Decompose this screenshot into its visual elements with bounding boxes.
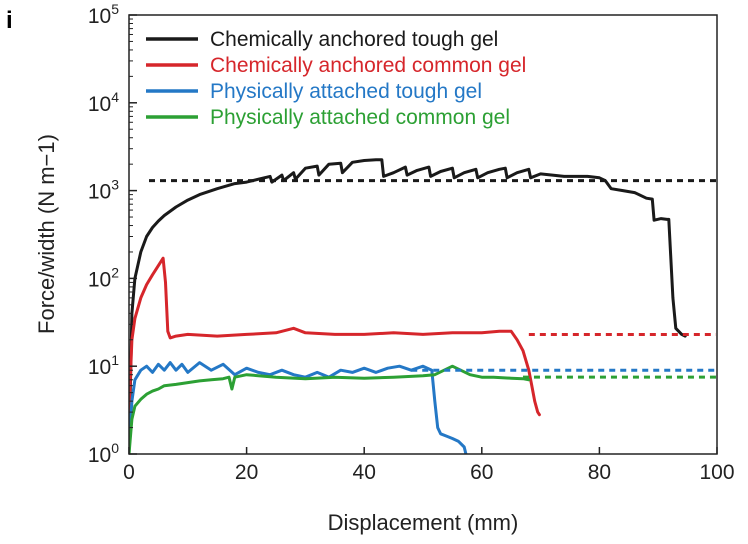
legend: Chemically anchored tough gel Chemically … xyxy=(146,28,526,129)
series-line-4 xyxy=(129,364,531,454)
series-line-1 xyxy=(129,158,687,454)
panel-label: i xyxy=(6,7,13,34)
x-axis-title: Displacement (mm) xyxy=(328,510,519,535)
y-axis: 100 101 102 103 104 105 xyxy=(88,1,137,467)
series-line-2 xyxy=(129,256,541,417)
y-tick-label: 104 xyxy=(88,89,119,116)
x-tick-label: 40 xyxy=(353,461,376,484)
y-axis-title: Force/width (N m−1) xyxy=(34,134,59,334)
x-tick-label: 60 xyxy=(470,461,493,484)
x-tick-label: 80 xyxy=(588,461,611,484)
legend-label-3: Physically attached tough gel xyxy=(210,80,482,103)
x-tick-label: 0 xyxy=(123,461,135,484)
plot-frame xyxy=(128,14,718,455)
y-tick-label: 100 xyxy=(88,440,119,467)
x-axis: 0 20 40 60 80 100 xyxy=(123,447,735,484)
x-tick-label: 100 xyxy=(699,461,734,484)
y-tick-label: 103 xyxy=(88,177,119,204)
legend-label-4: Physically attached common gel xyxy=(210,106,510,129)
series-layer xyxy=(129,158,687,454)
legend-label-1: Chemically anchored tough gel xyxy=(210,28,498,51)
legend-label-2: Chemically anchored common gel xyxy=(210,54,526,77)
plateau-layer xyxy=(149,179,716,379)
y-tick-label: 105 xyxy=(88,1,119,28)
y-tick-label: 102 xyxy=(88,264,119,291)
y-tick-label: 101 xyxy=(88,352,119,379)
x-tick-label: 20 xyxy=(235,461,258,484)
series-line-3 xyxy=(129,361,468,454)
